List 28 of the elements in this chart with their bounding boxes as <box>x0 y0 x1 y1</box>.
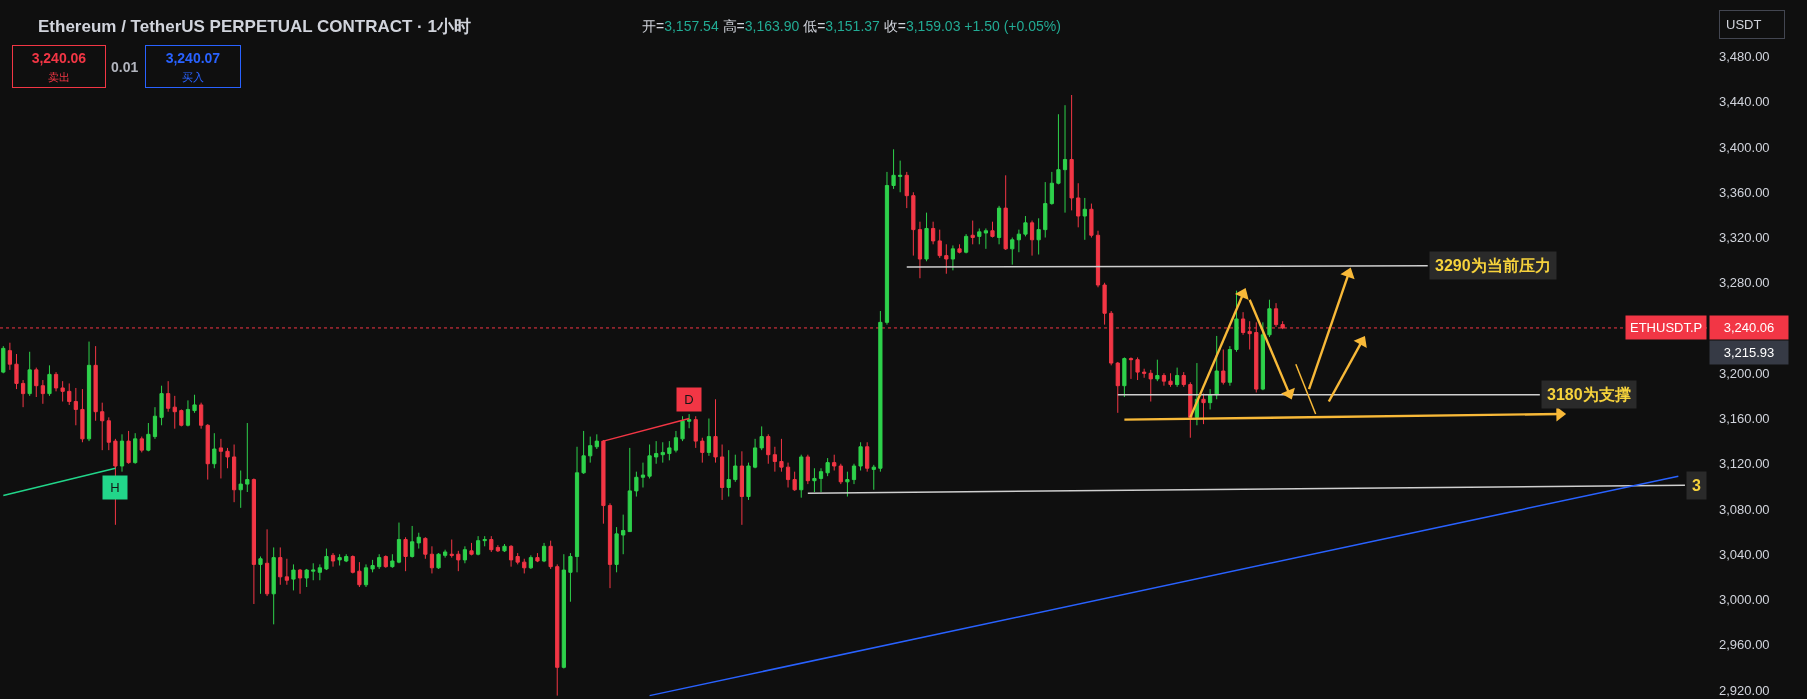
series-label: 3 <box>1692 477 1701 494</box>
series-label: 3180为支撑 <box>1547 386 1631 403</box>
y-tick-label: 2,960.00 <box>1719 637 1770 653</box>
y-tick-label: 3,320.00 <box>1719 230 1770 246</box>
series-label: 3290为当前压力 <box>1435 257 1551 274</box>
annotation: 3,240.07 买入 <box>165 50 221 84</box>
y-tick-label: 3,040.00 <box>1719 546 1770 562</box>
text: 3,240.06 <box>1723 320 1775 335</box>
text: 开=3,157.54 高=3,163.90 低=3,151.37 收=3,159.03 +1.50 (+0.05%) <box>642 18 1061 34</box>
ref-line-label: ETHUSDT.P <box>1630 320 1703 335</box>
y-tick-label: 3,280.00 <box>1719 275 1770 291</box>
y-tick-label: 3,360.00 <box>1719 184 1770 200</box>
y-tick-label: 3,080.00 <box>1719 501 1770 517</box>
y-axis-title: USDT <box>1726 17 1762 32</box>
annotation: 3,240.06 卖出 <box>31 50 87 84</box>
y-tick-label: 3,400.00 <box>1719 139 1770 155</box>
y-tick-label: 3,440.00 <box>1719 94 1770 110</box>
y-tick-label: 3,480.00 <box>1719 49 1770 65</box>
series-label: D <box>684 392 694 407</box>
y-tick-label: 3,200.00 <box>1719 365 1770 381</box>
annotation: 0.01 <box>111 59 139 75</box>
y-tick-label: 2,920.00 <box>1719 682 1770 698</box>
series-label: H <box>110 480 120 495</box>
y-tick-label: 3,120.00 <box>1719 456 1770 472</box>
text: 3,215.93 <box>1723 345 1775 360</box>
y-tick-label: 3,160.00 <box>1719 411 1770 427</box>
y-tick-label: 3,000.00 <box>1719 592 1770 608</box>
text: Ethereum / TetherUS PERPETUAL CONTRACT · 1小时 <box>38 16 471 36</box>
